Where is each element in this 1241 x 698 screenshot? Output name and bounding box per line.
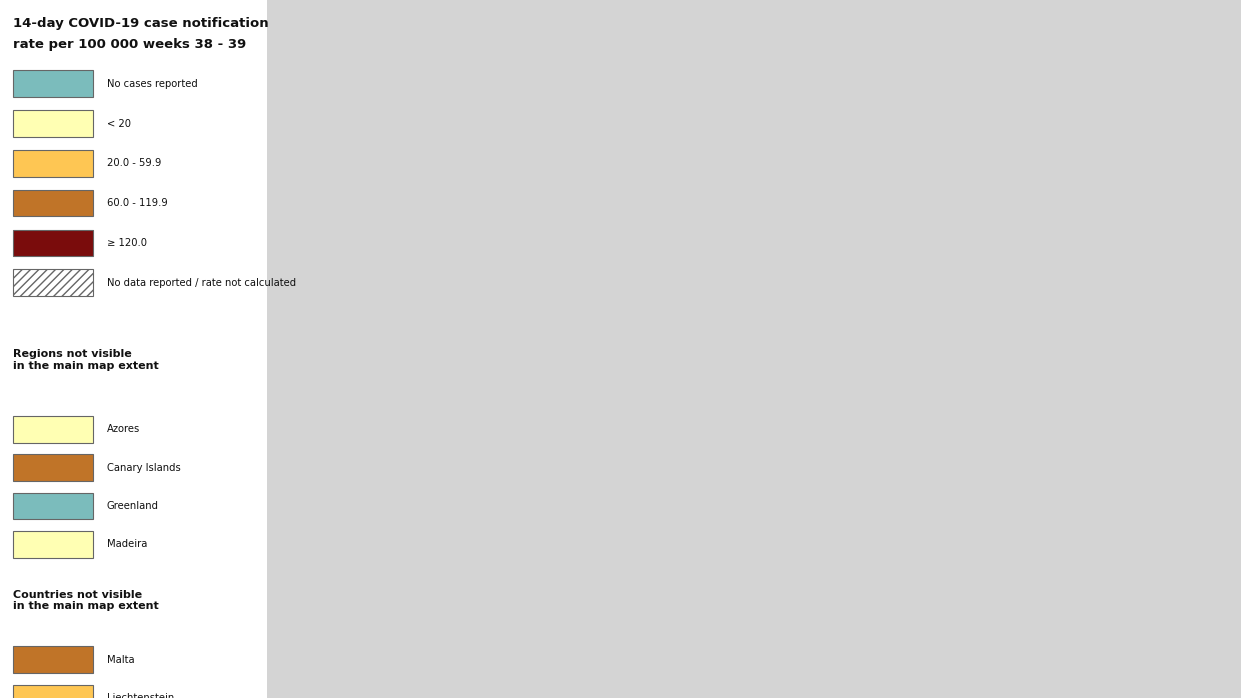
Text: Malta: Malta	[107, 655, 134, 664]
Bar	[14, 269, 93, 296]
Text: rate per 100 000 weeks 38 - 39: rate per 100 000 weeks 38 - 39	[14, 38, 247, 52]
Bar	[14, 531, 93, 558]
Bar	[14, 110, 93, 137]
Bar	[14, 150, 93, 177]
Text: Countries not visible
in the main map extent: Countries not visible in the main map ex…	[14, 590, 159, 611]
Text: No cases reported: No cases reported	[107, 79, 197, 89]
Bar	[14, 685, 93, 698]
Text: 14-day COVID-19 case notification: 14-day COVID-19 case notification	[14, 17, 269, 31]
Bar	[14, 454, 93, 481]
Bar	[14, 190, 93, 216]
Bar	[14, 70, 93, 97]
Bar	[14, 646, 93, 673]
Bar	[267, 0, 1241, 698]
Text: No data reported / rate not calculated: No data reported / rate not calculated	[107, 278, 295, 288]
Text: Canary Islands: Canary Islands	[107, 463, 180, 473]
Text: ≥ 120.0: ≥ 120.0	[107, 238, 146, 248]
Text: < 20: < 20	[107, 119, 130, 128]
Bar	[14, 493, 93, 519]
Text: Madeira: Madeira	[107, 540, 148, 549]
Text: 20.0 - 59.9: 20.0 - 59.9	[107, 158, 161, 168]
Text: Regions not visible
in the main map extent: Regions not visible in the main map exte…	[14, 349, 159, 371]
Text: Liechtenstein: Liechtenstein	[107, 693, 174, 698]
Text: Azores: Azores	[107, 424, 140, 434]
Text: Greenland: Greenland	[107, 501, 159, 511]
Text: 60.0 - 119.9: 60.0 - 119.9	[107, 198, 168, 208]
Bar	[14, 416, 93, 443]
Bar	[14, 230, 93, 256]
